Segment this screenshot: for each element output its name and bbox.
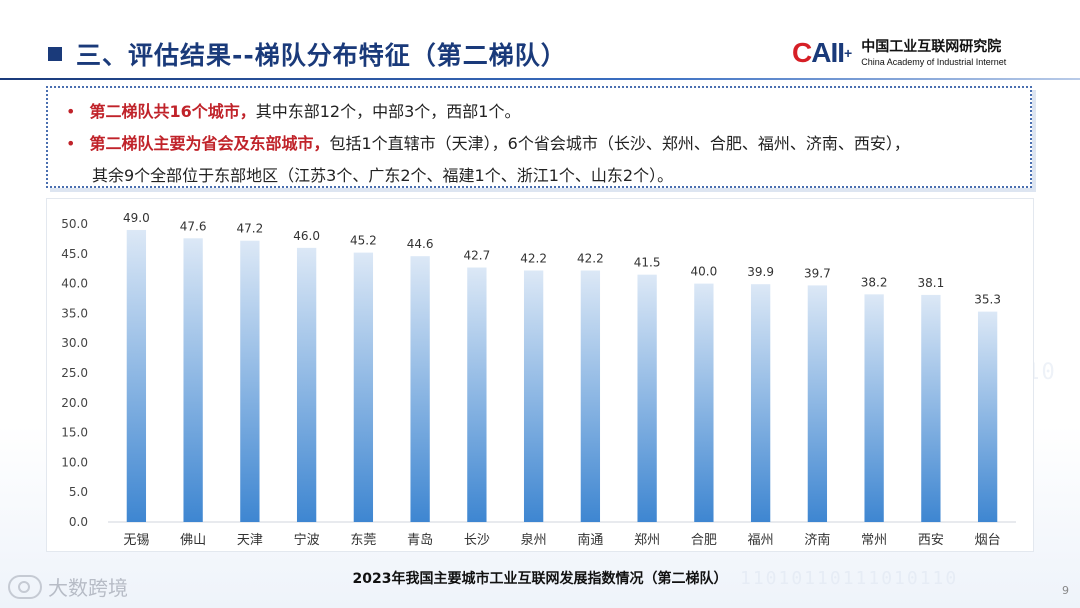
y-tick-label: 15.0 <box>61 426 88 440</box>
logo-mark-c: C <box>792 37 812 68</box>
bullet-2-text: 包括1个直辖市（天津），6个省会城市（长沙、郑州、合肥、福州、济南、西安）， <box>329 134 910 153</box>
header-divider <box>0 78 1080 80</box>
bar-南通 <box>580 270 601 522</box>
x-tick-label: 济南 <box>804 532 830 548</box>
background-binary-pattern-bottom: 11010110111010110 <box>740 568 959 589</box>
data-label: 47.2 <box>237 222 264 236</box>
logo-text: 中国工业互联网研究院 China Academy of Industrial I… <box>861 39 1006 68</box>
data-label: 42.7 <box>464 249 491 263</box>
x-tick-label: 常州 <box>861 533 887 548</box>
y-tick-label: 50.0 <box>61 217 88 231</box>
logo-chinese-name: 中国工业互联网研究院 <box>861 38 1002 55</box>
caii-logo: CAII+ 中国工业互联网研究院 China Academy of Indust… <box>792 36 1006 70</box>
x-tick-label: 东莞 <box>350 533 376 548</box>
y-tick-label: 20.0 <box>61 396 88 410</box>
bar-烟台 <box>977 311 998 522</box>
x-tick-label: 长沙 <box>464 533 490 548</box>
chart-title: 2023年我国主要城市工业互联网发展指数情况（第二梯队） <box>352 571 728 587</box>
data-label: 39.7 <box>804 266 831 280</box>
bar-东莞 <box>353 252 374 522</box>
x-tick-label: 合肥 <box>691 533 717 548</box>
bar-福州 <box>750 284 771 522</box>
logo-mark-plus: + <box>844 45 852 61</box>
bar-宁波 <box>296 247 317 522</box>
y-tick-label: 10.0 <box>61 455 88 469</box>
y-tick-label: 45.0 <box>61 247 88 261</box>
data-label: 39.9 <box>747 265 774 279</box>
summary-box: • 第二梯队共16个城市，其中东部12个，中部3个，西部1个。 • 第二梯队主要为省… <box>46 86 1032 188</box>
data-label: 35.3 <box>974 293 1001 307</box>
watermark-logo-icon <box>8 574 42 599</box>
data-label: 40.0 <box>691 265 718 279</box>
watermark: 大数跨境 <box>8 572 128 601</box>
x-tick-label: 烟台 <box>975 533 1001 548</box>
logo-mark-rest: AII <box>811 37 845 68</box>
x-tick-label: 佛山 <box>180 533 206 548</box>
logo-english-name: China Academy of Industrial Internet <box>861 56 1007 67</box>
bar-无锡 <box>126 229 147 522</box>
x-tick-label: 南通 <box>577 532 603 548</box>
title-square-icon <box>48 47 62 61</box>
bar-chart: 0.0 5.0 10.0 15.0 20.0 25.0 30.0 35.0 40.0 45.0 50… <box>61 211 1016 548</box>
data-label: 44.6 <box>407 237 434 251</box>
bar-西安 <box>921 294 941 522</box>
x-tick-label: 宁波 <box>294 532 320 548</box>
data-label: 47.6 <box>180 219 207 233</box>
x-tick-label: 青岛 <box>407 532 433 548</box>
bar-青岛 <box>410 256 430 522</box>
page-number: 9 <box>1062 584 1069 597</box>
bullet-dot-icon: • <box>66 102 76 121</box>
x-tick-label: 福州 <box>748 533 774 548</box>
data-label: 38.2 <box>861 275 888 289</box>
bar-济南 <box>807 285 828 522</box>
y-tick-label: 30.0 <box>61 336 88 350</box>
chart-bars: 49.0 47.6 47.2 46.0 45.2 44.6 42.7 42.2 42.2 41.5… <box>123 211 1001 523</box>
data-label: 42.2 <box>577 251 604 265</box>
bar-常州 <box>864 294 884 522</box>
y-tick-label: 5.0 <box>69 485 88 499</box>
slide-title: 三、评估结果--梯队分布特征（第二梯队） <box>76 41 567 70</box>
bullet-2-highlight: 第二梯队主要为省会及东部城市， <box>89 134 330 153</box>
bar-郑州 <box>637 274 657 522</box>
data-label: 49.0 <box>123 211 150 225</box>
summary-bullet-1: • 第二梯队共16个城市，其中东部12个，中部3个，西部1个。 <box>66 98 520 122</box>
bar-泉州 <box>523 270 544 522</box>
x-tick-label: 郑州 <box>634 533 660 548</box>
y-tick-label: 35.0 <box>61 306 88 320</box>
caii-logo-mark-icon: CAII+ <box>792 37 852 68</box>
bar-佛山 <box>183 238 203 522</box>
y-tick-label: 25.0 <box>61 366 88 380</box>
summary-bullet-2-continuation: 其余9个全部位于东部地区（江苏3个、广东2个、福建1个、浙江1个、山东2个）。 <box>92 166 674 185</box>
summary-bullet-2: • 第二梯队主要为省会及东部城市，包括1个直辖市（天津），6个省会城市（长沙、郑州… <box>66 130 910 154</box>
x-tick-label: 无锡 <box>123 533 149 548</box>
data-label: 42.2 <box>520 251 547 265</box>
x-tick-label: 泉州 <box>521 532 547 548</box>
slide-title-bar: 三、评估结果--梯队分布特征（第二梯队） <box>48 34 567 74</box>
data-label: 41.5 <box>634 256 661 270</box>
bar-天津 <box>240 240 260 523</box>
bullet-1-highlight: 第二梯队共16个城市， <box>89 102 256 121</box>
x-tick-label: 西安 <box>918 533 944 548</box>
bullet-dot-icon: • <box>66 134 76 153</box>
data-label: 38.1 <box>918 276 945 290</box>
bullet-1-text: 其中东部12个，中部3个，西部1个。 <box>255 102 521 121</box>
watermark-text: 大数跨境 <box>48 576 128 600</box>
bar-长沙 <box>467 267 487 522</box>
y-tick-label: 40.0 <box>61 277 88 291</box>
x-tick-label: 天津 <box>237 533 263 548</box>
data-label: 46.0 <box>293 229 320 243</box>
y-tick-label: 0.0 <box>69 515 88 529</box>
bar-合肥 <box>694 283 714 522</box>
data-label: 45.2 <box>350 234 377 248</box>
